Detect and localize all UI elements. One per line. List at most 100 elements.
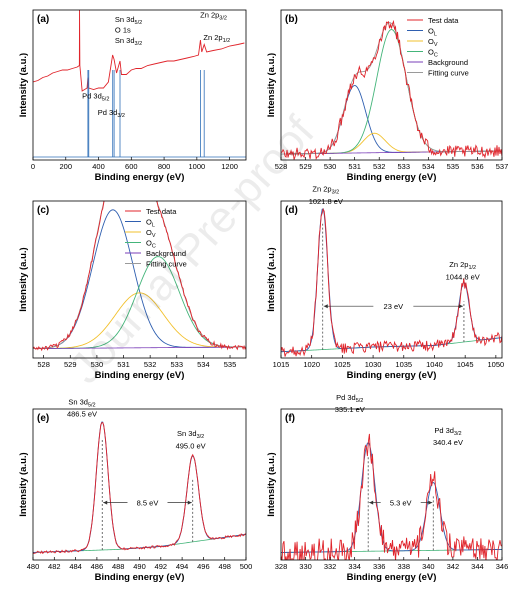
x-tick-label: 338: [398, 562, 411, 571]
legend-label: OL: [428, 27, 437, 38]
panel-b: 528 529 530 531 532 533 534 535 536 537 Binding en…: [266, 9, 509, 183]
plot-area: [33, 201, 246, 352]
plot-area: [281, 19, 502, 160]
x-tick-label: 1025: [334, 360, 351, 369]
arrow-head-right: [428, 500, 433, 505]
test-data-line: [281, 208, 502, 357]
x-tick-label: 534: [422, 162, 435, 171]
x-tick-label: 537: [496, 162, 509, 171]
plot-frame: [280, 200, 503, 359]
legend-label: OC: [428, 48, 438, 59]
x-axis-label: Binding energy (eV): [95, 572, 185, 583]
x-axis-label: Binding energy (eV): [347, 172, 437, 183]
legend-label: Test data: [146, 207, 177, 216]
peak-annotation: Pd 3d5/2: [82, 92, 109, 103]
plot-frame: [32, 408, 247, 561]
arrow-head-left: [369, 500, 374, 505]
plot-area: [281, 208, 502, 357]
test-data-line: [281, 19, 502, 160]
y-axis-label: Intensity (a.u.): [18, 53, 29, 117]
plot-area: [281, 433, 502, 560]
x-tick-label: 336: [373, 562, 386, 571]
x-tick-label: 531: [117, 360, 130, 369]
plot-frame: [32, 9, 247, 161]
peak-annotation: Zn 2p3/2: [200, 11, 227, 22]
x-tick-label: 1015: [273, 360, 290, 369]
x-tick-label: 484: [69, 562, 82, 571]
panel-label: (d): [285, 205, 298, 216]
test-data-line: [33, 201, 246, 352]
peak-annotation: 1044.8 eV: [446, 273, 480, 282]
peak-annotation: Pd 3d5/2: [336, 393, 363, 404]
x-tick-label: 342: [447, 562, 460, 571]
peak-annotation: 495.0 eV: [176, 441, 206, 450]
panel-a: 0 200 400 600 800 1000 1200 Binding energy (eV)…: [18, 9, 247, 183]
x-tick-label: 400: [92, 162, 105, 171]
legend-label: OC: [146, 239, 156, 250]
x-tick-label: 534: [197, 360, 210, 369]
x-tick-label: 528: [37, 360, 50, 369]
panel-label: (c): [37, 205, 49, 216]
component-ov: [33, 292, 246, 350]
background-line: [33, 346, 246, 349]
x-tick-label: 529: [299, 162, 312, 171]
test-data-line: [33, 421, 246, 554]
y-axis-label: Intensity (a.u.): [266, 247, 277, 311]
plot-frame: [32, 200, 247, 359]
panel-c: 528 529 530 531 532 533 534 535 Binding energy (…: [18, 200, 247, 381]
splitting-label: 23 eV: [384, 302, 404, 311]
splitting-label: 8.5 eV: [137, 499, 159, 508]
background-line: [33, 533, 246, 553]
peak-annotation: 486.5 eV: [67, 410, 97, 419]
peak-annotation: Sn 3d5/2: [115, 15, 142, 26]
arrow-head-right: [187, 500, 192, 505]
x-tick-label: 1040: [426, 360, 443, 369]
peak-annotation: 335.1 eV: [335, 405, 365, 414]
x-tick-label: 344: [471, 562, 484, 571]
x-tick-label: 330: [299, 562, 312, 571]
plot-frame: [280, 408, 503, 561]
x-tick-label: 800: [158, 162, 171, 171]
y-axis-label: Intensity (a.u.): [18, 247, 29, 311]
x-tick-label: 500: [240, 562, 253, 571]
x-tick-label: 1035: [395, 360, 412, 369]
x-tick-label: 535: [447, 162, 460, 171]
x-tick-label: 1050: [488, 360, 505, 369]
x-tick-label: 530: [91, 360, 104, 369]
peak-annotation: Pd 3d3/2: [434, 426, 461, 437]
x-tick-label: 494: [176, 562, 189, 571]
x-tick-label: 533: [171, 360, 184, 369]
x-tick-label: 492: [155, 562, 168, 571]
x-tick-label: 1200: [221, 162, 238, 171]
x-tick-label: 328: [275, 562, 288, 571]
x-tick-label: 346: [496, 562, 509, 571]
x-tick-label: 334: [348, 562, 361, 571]
panel-f: 328 330 332 334 336 338 340 342 344 346 Binding en…: [266, 393, 508, 583]
panel-label: (f): [285, 413, 295, 424]
legend-label: OV: [428, 37, 438, 48]
y-axis-label: Intensity (a.u.): [266, 452, 277, 516]
legend-label: OV: [146, 228, 156, 239]
x-axis-label: Binding energy (eV): [347, 572, 437, 583]
x-tick-label: 533: [398, 162, 411, 171]
peak-annotation: Zn 2p1/2: [449, 260, 476, 271]
x-tick-label: 0: [31, 162, 35, 171]
x-axis-label: Binding energy (eV): [95, 172, 185, 183]
x-tick-label: 490: [133, 562, 146, 571]
x-tick-label: 1045: [457, 360, 474, 369]
legend-label: Fitting curve: [428, 69, 469, 78]
x-tick-label: 535: [224, 360, 237, 369]
x-tick-label: 496: [197, 562, 210, 571]
legend-label: Background: [146, 249, 186, 258]
panel-label: (a): [37, 14, 49, 25]
arrow-head-left: [323, 304, 328, 309]
x-tick-label: 1030: [365, 360, 382, 369]
x-tick-label: 498: [218, 562, 231, 571]
fitting-curve: [33, 421, 246, 553]
x-tick-label: 536: [471, 162, 484, 171]
peak-annotation: Zn 2p1/2: [203, 33, 230, 44]
x-tick-label: 340: [422, 562, 435, 571]
legend-label: Fitting curve: [146, 260, 187, 269]
plot-frame: [280, 9, 503, 161]
